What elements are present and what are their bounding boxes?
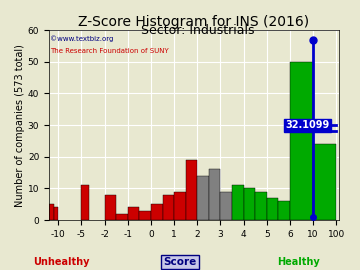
Bar (278, 201, 290, 220)
Bar (255, 192, 267, 220)
Bar (162, 195, 174, 220)
Bar (174, 192, 186, 220)
Bar (139, 211, 151, 220)
Text: Sector: Industrials: Sector: Industrials (141, 24, 255, 37)
Bar (220, 192, 232, 220)
Bar (290, 62, 313, 220)
Bar (105, 195, 116, 220)
Bar (186, 160, 197, 220)
Bar (197, 176, 209, 220)
Text: ©www.textbiz.org: ©www.textbiz.org (50, 35, 113, 42)
Bar (54, 207, 58, 220)
Text: Unhealthy: Unhealthy (33, 256, 89, 266)
Bar (151, 204, 162, 220)
Bar (81, 185, 89, 220)
Y-axis label: Number of companies (573 total): Number of companies (573 total) (15, 44, 25, 207)
Text: Score: Score (163, 256, 197, 266)
Text: Healthy: Healthy (278, 256, 320, 266)
Title: Z-Score Histogram for INS (2016): Z-Score Histogram for INS (2016) (78, 15, 309, 29)
Text: 32.1099: 32.1099 (285, 120, 329, 130)
Bar (232, 185, 244, 220)
Bar (267, 198, 278, 220)
Bar (209, 170, 220, 220)
Text: The Research Foundation of SUNY: The Research Foundation of SUNY (50, 48, 169, 53)
Bar (116, 214, 128, 220)
Bar (49, 204, 54, 220)
Bar (244, 188, 255, 220)
Bar (128, 207, 139, 220)
Bar (313, 144, 336, 220)
